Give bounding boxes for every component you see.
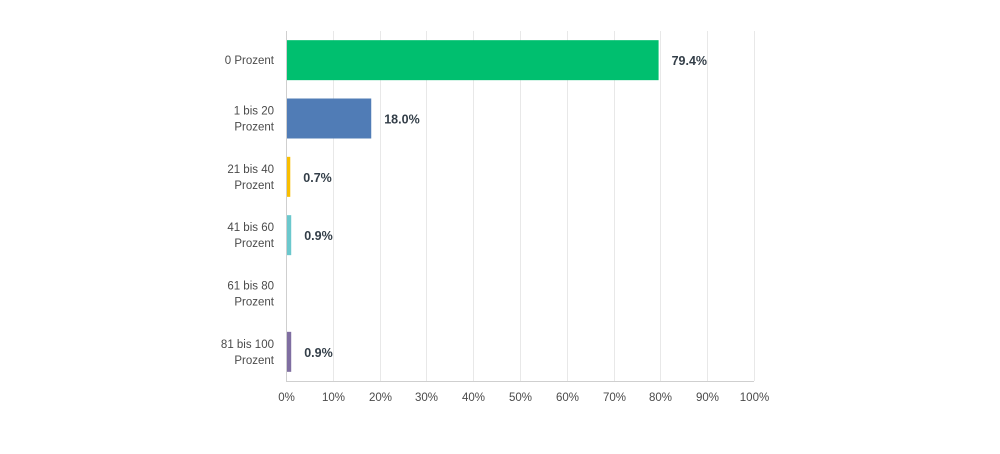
x-tick-label: 80% bbox=[649, 392, 672, 404]
data-label: 0.9% bbox=[304, 346, 333, 360]
x-tick-label: 70% bbox=[603, 392, 626, 404]
category-label: 1 bis 20 Prozent bbox=[234, 106, 275, 134]
bar bbox=[287, 156, 291, 197]
x-tick-label: 30% bbox=[415, 392, 438, 404]
category-label: 61 bis 80 Prozent bbox=[227, 281, 274, 309]
grid bbox=[333, 31, 755, 381]
x-tick-label: 20% bbox=[369, 392, 392, 404]
x-tick-label: 10% bbox=[322, 392, 345, 404]
bar bbox=[287, 98, 372, 139]
category-label-line: Prozent bbox=[234, 238, 274, 250]
category-label-line: 0 Prozent bbox=[225, 55, 275, 67]
x-tick-label: 60% bbox=[556, 392, 579, 404]
data-label: 0.7% bbox=[303, 171, 332, 185]
category-label-line: 81 bis 100 bbox=[221, 339, 274, 351]
data-label: 18.0% bbox=[384, 113, 419, 127]
bars bbox=[287, 40, 659, 372]
bar bbox=[287, 331, 292, 372]
category-label-line: Prozent bbox=[234, 180, 274, 192]
category-label: 41 bis 60 Prozent bbox=[227, 222, 274, 250]
labels: 0% 10% 20% 30% 40% 50% 60% 70% 80% 90% 100% 0 Proze… bbox=[221, 54, 769, 404]
category-label: 21 bis 40 Prozent bbox=[227, 164, 274, 192]
bar bbox=[287, 215, 292, 256]
category-label: 0 Prozent bbox=[225, 55, 275, 67]
category-label-line: 1 bis 20 bbox=[234, 106, 274, 118]
x-tick-label: 40% bbox=[462, 392, 485, 404]
category-label-line: Prozent bbox=[234, 297, 274, 309]
x-tick-label: 90% bbox=[696, 392, 719, 404]
x-tick-label: 50% bbox=[509, 392, 532, 404]
category-label-line: Prozent bbox=[234, 122, 274, 134]
data-label: 0.9% bbox=[304, 229, 333, 243]
category-label-line: Prozent bbox=[234, 355, 274, 367]
category-label-line: 41 bis 60 bbox=[227, 222, 274, 234]
category-label-line: 61 bis 80 bbox=[227, 281, 274, 293]
category-label-line: 21 bis 40 bbox=[227, 164, 274, 176]
x-tick-label: 100% bbox=[740, 392, 769, 404]
data-label: 79.4% bbox=[672, 54, 707, 68]
axes bbox=[286, 31, 754, 382]
bar bbox=[287, 40, 659, 81]
category-label: 81 bis 100 Prozent bbox=[221, 339, 275, 367]
x-tick-label: 0% bbox=[278, 392, 295, 404]
